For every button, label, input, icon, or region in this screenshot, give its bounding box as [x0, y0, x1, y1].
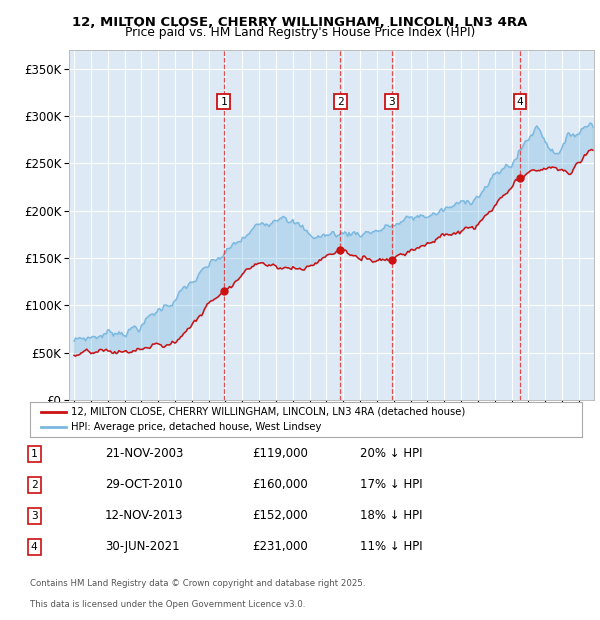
- Text: 2: 2: [337, 97, 344, 107]
- Text: 11% ↓ HPI: 11% ↓ HPI: [360, 541, 422, 553]
- Text: This data is licensed under the Open Government Licence v3.0.: This data is licensed under the Open Gov…: [30, 600, 305, 609]
- Text: 30-JUN-2021: 30-JUN-2021: [105, 541, 179, 553]
- Text: £119,000: £119,000: [252, 448, 308, 460]
- Text: 18% ↓ HPI: 18% ↓ HPI: [360, 510, 422, 522]
- Text: 3: 3: [31, 511, 38, 521]
- Text: £231,000: £231,000: [252, 541, 308, 553]
- Text: Contains HM Land Registry data © Crown copyright and database right 2025.: Contains HM Land Registry data © Crown c…: [30, 578, 365, 588]
- Text: £152,000: £152,000: [252, 510, 308, 522]
- Text: 1: 1: [220, 97, 227, 107]
- Text: 12-NOV-2013: 12-NOV-2013: [105, 510, 184, 522]
- Text: 12, MILTON CLOSE, CHERRY WILLINGHAM, LINCOLN, LN3 4RA: 12, MILTON CLOSE, CHERRY WILLINGHAM, LIN…: [73, 16, 527, 29]
- Text: 4: 4: [31, 542, 38, 552]
- Text: 1: 1: [31, 449, 38, 459]
- Text: 12, MILTON CLOSE, CHERRY WILLINGHAM, LINCOLN, LN3 4RA (detached house): 12, MILTON CLOSE, CHERRY WILLINGHAM, LIN…: [71, 407, 466, 417]
- Text: Price paid vs. HM Land Registry's House Price Index (HPI): Price paid vs. HM Land Registry's House …: [125, 26, 475, 39]
- Text: 17% ↓ HPI: 17% ↓ HPI: [360, 479, 422, 491]
- Text: 20% ↓ HPI: 20% ↓ HPI: [360, 448, 422, 460]
- Text: 4: 4: [517, 97, 523, 107]
- Text: 2: 2: [31, 480, 38, 490]
- Text: 29-OCT-2010: 29-OCT-2010: [105, 479, 182, 491]
- Text: 21-NOV-2003: 21-NOV-2003: [105, 448, 184, 460]
- Text: £160,000: £160,000: [252, 479, 308, 491]
- Text: 3: 3: [388, 97, 395, 107]
- Text: HPI: Average price, detached house, West Lindsey: HPI: Average price, detached house, West…: [71, 422, 322, 432]
